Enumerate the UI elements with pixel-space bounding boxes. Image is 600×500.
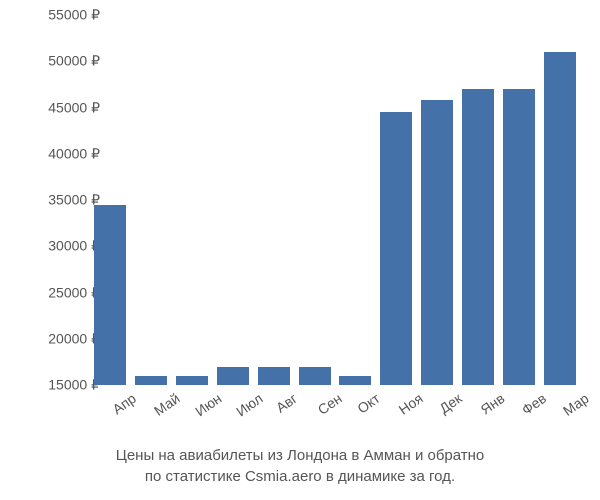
x-tick-label: Янв xyxy=(477,390,507,418)
x-tick-label: Июн xyxy=(192,390,224,419)
caption-line-1: Цены на авиабилеты из Лондона в Амман и … xyxy=(116,447,485,464)
caption-line-2: по статистике Csmia.aero в динамике за г… xyxy=(145,468,455,485)
y-tick-label: 40000 ₽ xyxy=(15,145,100,162)
x-tick-label: Ноя xyxy=(396,390,426,418)
y-tick-label: 30000 ₽ xyxy=(15,238,100,255)
bar xyxy=(176,376,208,385)
bar xyxy=(544,52,576,385)
x-tick-label: Сен xyxy=(314,390,344,418)
x-tick-label: Дек xyxy=(436,390,464,417)
y-tick-label: 50000 ₽ xyxy=(15,53,100,70)
y-tick-label: 55000 ₽ xyxy=(15,7,100,24)
x-tick-label: Май xyxy=(151,390,183,419)
x-tick-label: Мар xyxy=(560,390,592,419)
bar xyxy=(217,367,249,386)
x-tick-label: Авг xyxy=(273,390,300,416)
y-tick-label: 25000 ₽ xyxy=(15,284,100,301)
bar xyxy=(258,367,290,386)
bar xyxy=(503,89,535,385)
x-tick-label: Фев xyxy=(518,390,548,418)
x-tick-label: Окт xyxy=(355,390,384,417)
bar xyxy=(339,376,371,385)
bar xyxy=(380,112,412,385)
plot-area xyxy=(90,15,580,385)
bar xyxy=(462,89,494,385)
bar xyxy=(421,100,453,385)
x-tick-label: Июл xyxy=(233,390,265,419)
y-tick-label: 20000 ₽ xyxy=(15,330,100,347)
y-tick-label: 35000 ₽ xyxy=(15,192,100,209)
price-bar-chart: 15000 ₽ 20000 ₽ 25000 ₽ 30000 ₽ 35000 ₽ 40000… xyxy=(0,0,600,500)
y-tick-label: 45000 ₽ xyxy=(15,99,100,116)
bar xyxy=(94,205,126,385)
x-tick-label: Апр xyxy=(110,390,139,417)
y-tick-label: 15000 ₽ xyxy=(15,377,100,394)
chart-caption: Цены на авиабилеты из Лондона в Амман и … xyxy=(0,445,600,487)
bar xyxy=(135,376,167,385)
bar xyxy=(299,367,331,386)
